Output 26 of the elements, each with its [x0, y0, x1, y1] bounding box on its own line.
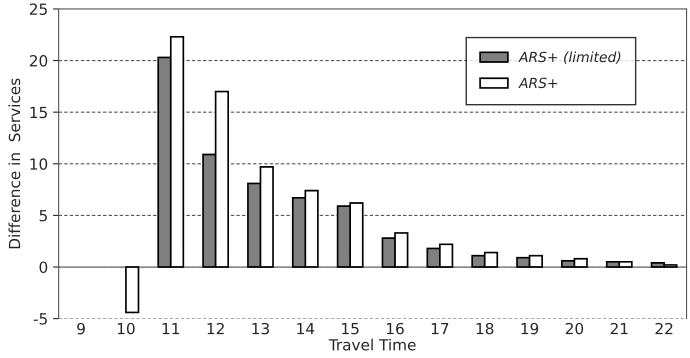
x-axis-title: Travel Time	[328, 338, 416, 351]
bar	[125, 266, 140, 314]
x-tick-label: 19	[522, 322, 538, 334]
y-tick-label: 0	[40, 261, 48, 274]
x-tick-label: 14	[297, 323, 314, 334]
x-tick-label: 21	[610, 322, 628, 334]
y-tick-label: 20	[30, 55, 48, 67]
y-tick-label: 5	[40, 210, 47, 222]
x-tick-label: 17	[432, 323, 448, 334]
x-tick-label: 18	[476, 322, 494, 334]
y-tick-label: 15	[30, 106, 47, 118]
y-axis-title: Difference in Services	[8, 78, 20, 248]
x-tick-label: 13	[252, 322, 269, 334]
legend-label: ARS+	[518, 78, 558, 88]
x-tick-label: 15	[342, 323, 359, 334]
x-tick-label: 9	[77, 322, 85, 334]
x-tick-label: 20	[566, 322, 584, 334]
x-tick-label: 11	[162, 323, 180, 334]
y-tick-label: 25	[30, 3, 47, 15]
x-tick-label: 16	[386, 322, 404, 334]
y-tick-label: -5	[34, 313, 47, 325]
y-tick-label: 10	[30, 158, 48, 170]
x-tick-label: 12	[208, 322, 224, 334]
x-tick-label: 10	[118, 322, 135, 334]
legend-label: ARS+ (limited)	[518, 51, 620, 64]
x-tick-label: 22	[656, 322, 672, 334]
